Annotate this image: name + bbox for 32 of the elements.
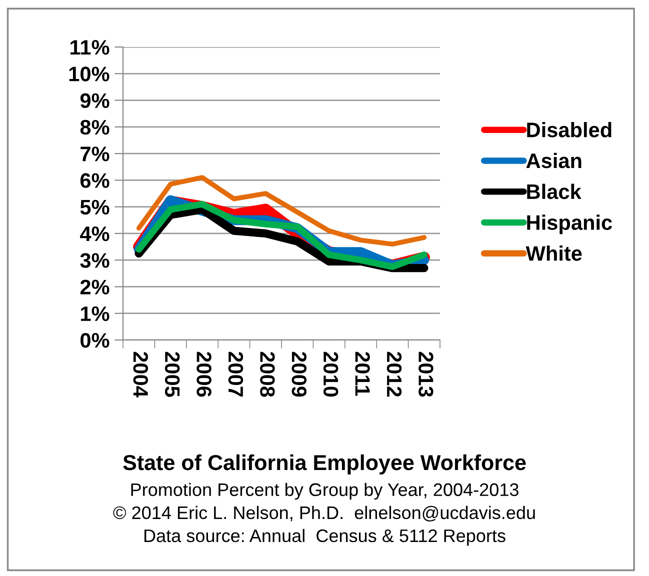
x-tick-label: 2010 (323, 352, 338, 397)
x-tick-label: 2005 (164, 352, 180, 397)
y-tick-label: 8% (80, 120, 110, 135)
x-tick-label: 2013 (418, 352, 434, 397)
text: Promotion Percent by Group by Year, 2004-2013 (131, 482, 518, 500)
line-series (136, 175, 427, 247)
y-tick-label: 9% (80, 93, 110, 108)
x-tick-label: 2009 (292, 352, 307, 397)
y-tick-label: 11% (70, 40, 110, 55)
y-tick-label: 5% (80, 200, 110, 215)
source-note: Data source: Annual Census & 5112 Reports (144, 528, 506, 546)
text: State of California Employee Workforce (123, 454, 526, 474)
legend-label: Hispanic (527, 214, 612, 234)
y-tick-label: 2% (80, 280, 110, 294)
x-tick-label: 2007 (228, 352, 244, 397)
y-tick-label: 10% (69, 66, 110, 82)
x-tick-label: 2008 (260, 352, 275, 397)
y-tick-label: 6% (80, 173, 110, 188)
y-tick-label: 7% (80, 146, 110, 162)
y-tick-label: 3% (80, 253, 110, 268)
legend-label: White (526, 246, 582, 261)
legend-label: Asian (526, 152, 582, 168)
text: © 2014 Eric L. Nelson, Ph.D. elnelson@ucdavis.edu (113, 506, 535, 522)
x-tick-label: 2011 (355, 352, 370, 396)
y-tick-label: 0% (80, 333, 110, 348)
y-tick-label: 4% (80, 226, 110, 242)
x-tick-label: 2012 (386, 352, 402, 397)
legend-label: Disabled (527, 122, 612, 138)
legend-label: Black (527, 184, 582, 200)
x-tick-label: 2004 (133, 352, 148, 398)
y-tick-label: 1% (81, 306, 110, 322)
x-tick-label: 2006 (196, 352, 212, 397)
